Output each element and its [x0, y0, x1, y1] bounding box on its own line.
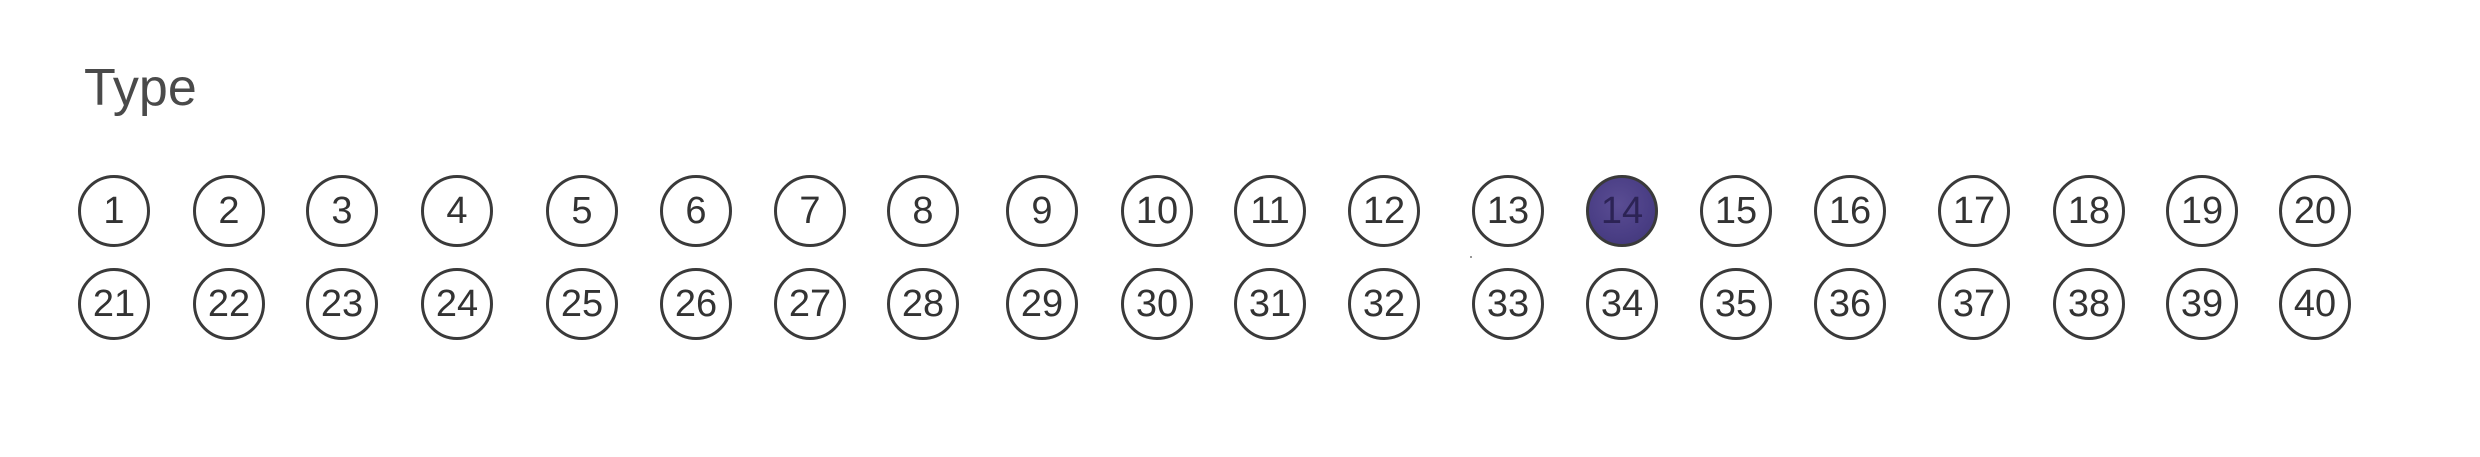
bubble-option-40[interactable]: 40: [2279, 268, 2351, 340]
bubble-option-6[interactable]: 6: [660, 175, 732, 247]
bubble-option-8[interactable]: 8: [887, 175, 959, 247]
bubble-option-23[interactable]: 23: [306, 268, 378, 340]
bubble-option-31[interactable]: 31: [1234, 268, 1306, 340]
bubble-option-14-selected[interactable]: 14: [1586, 175, 1658, 247]
bubble-option-22[interactable]: 22: [193, 268, 265, 340]
bubble-option-30[interactable]: 30: [1121, 268, 1193, 340]
bubble-row-1: 1 2 3 4 5 6 7 8 9 10 11 12 13 14 15 16 1…: [0, 175, 2480, 251]
bubble-option-16[interactable]: 16: [1814, 175, 1886, 247]
bubble-option-27[interactable]: 27: [774, 268, 846, 340]
bubble-option-4[interactable]: 4: [421, 175, 493, 247]
bubble-option-33[interactable]: 33: [1472, 268, 1544, 340]
bubble-option-37[interactable]: 37: [1938, 268, 2010, 340]
bubble-option-13[interactable]: 13: [1472, 175, 1544, 247]
stray-mark: [1470, 256, 1472, 258]
bubble-option-32[interactable]: 32: [1348, 268, 1420, 340]
bubble-option-3[interactable]: 3: [306, 175, 378, 247]
bubble-option-26[interactable]: 26: [660, 268, 732, 340]
bubble-option-38[interactable]: 38: [2053, 268, 2125, 340]
bubble-option-35[interactable]: 35: [1700, 268, 1772, 340]
bubble-option-7[interactable]: 7: [774, 175, 846, 247]
section-title: Type: [84, 59, 197, 117]
bubble-option-28[interactable]: 28: [887, 268, 959, 340]
bubble-option-17[interactable]: 17: [1938, 175, 2010, 247]
bubble-option-39[interactable]: 39: [2166, 268, 2238, 340]
bubble-option-5[interactable]: 5: [546, 175, 618, 247]
bubble-option-15[interactable]: 15: [1700, 175, 1772, 247]
bubble-option-9[interactable]: 9: [1006, 175, 1078, 247]
bubble-option-10[interactable]: 10: [1121, 175, 1193, 247]
bubble-option-24[interactable]: 24: [421, 268, 493, 340]
bubble-option-12[interactable]: 12: [1348, 175, 1420, 247]
bubble-option-19[interactable]: 19: [2166, 175, 2238, 247]
bubble-option-18[interactable]: 18: [2053, 175, 2125, 247]
bubble-option-2[interactable]: 2: [193, 175, 265, 247]
bubble-option-1[interactable]: 1: [78, 175, 150, 247]
bubble-option-29[interactable]: 29: [1006, 268, 1078, 340]
bubble-option-11[interactable]: 11: [1234, 175, 1306, 247]
bubble-option-20[interactable]: 20: [2279, 175, 2351, 247]
bubble-option-34[interactable]: 34: [1586, 268, 1658, 340]
bubble-option-36[interactable]: 36: [1814, 268, 1886, 340]
bubble-option-21[interactable]: 21: [78, 268, 150, 340]
bubble-row-2: 21 22 23 24 25 26 27 28 29 30 31 32 33 3…: [0, 268, 2480, 344]
bubble-option-25[interactable]: 25: [546, 268, 618, 340]
